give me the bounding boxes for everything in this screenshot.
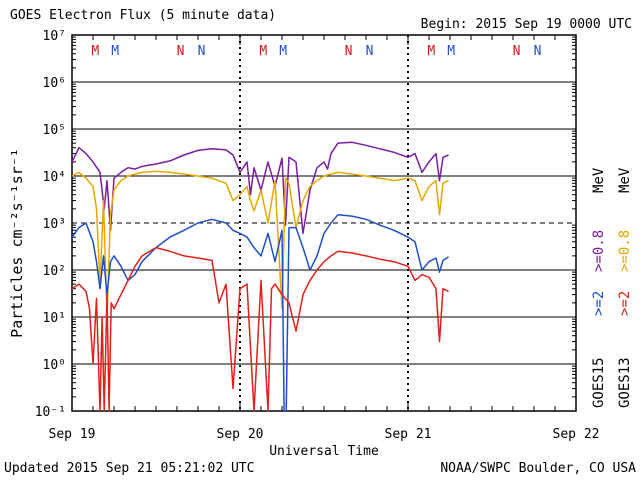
y-tick-label: 10⁰: [43, 358, 66, 373]
event-marker: M: [427, 44, 435, 59]
event-marker: M: [259, 44, 267, 59]
legend-goes13-mev: MeV: [617, 167, 633, 193]
x-tick-label: Sep 22: [553, 427, 600, 442]
x-tick-label: Sep 20: [217, 427, 264, 442]
legend-goes13-gt2: >=2: [617, 291, 633, 316]
series-line: [71, 213, 449, 412]
data-source: NOAA/SWPC Boulder, CO USA: [440, 461, 636, 476]
series-lines: [71, 141, 449, 412]
y-tick-label: 10³: [43, 217, 66, 232]
event-marker: M: [279, 44, 287, 59]
y-tick-label: 10⁻¹: [35, 405, 66, 420]
event-marker: N: [513, 44, 521, 59]
event-marker: N: [345, 44, 353, 59]
legend-goes15-mev: MeV: [591, 167, 607, 193]
chart-title: GOES Electron Flux (5 minute data): [10, 8, 277, 23]
x-tick-label: Sep 21: [385, 427, 432, 442]
legend-goes15: GOES15: [591, 357, 607, 408]
legend-goes13-gt08: >=0.8: [617, 230, 633, 272]
event-marker: N: [177, 44, 185, 59]
event-marker: N: [198, 44, 206, 59]
event-marker: N: [534, 44, 542, 59]
begin-time: Begin: 2015 Sep 19 0000 UTC: [420, 17, 632, 32]
y-tick-label: 10⁴: [43, 170, 66, 185]
y-tick-label: 10¹: [43, 311, 66, 326]
x-axis-label: Universal Time: [269, 444, 379, 459]
x-tick-label: Sep 19: [49, 427, 96, 442]
series-line: [71, 141, 449, 235]
x-ticks: [71, 35, 577, 411]
event-marker: N: [366, 44, 374, 59]
legend-goes15-gt2: >=2: [591, 291, 607, 316]
y-tick-label: 10⁷: [43, 29, 66, 44]
legend-goes13: GOES13: [617, 357, 633, 408]
updated-timestamp: Updated 2015 Sep 21 05:21:02 UTC: [4, 461, 255, 476]
event-marker: M: [91, 44, 99, 59]
y-tick-labels: 10⁻¹ 10⁰ 10¹ 10² 10³ 10⁴ 10⁵ 10⁶ 10⁷: [35, 29, 66, 420]
x-tick-labels: Sep 19 Sep 20 Sep 21 Sep 22: [49, 427, 600, 442]
y-tick-label: 10⁵: [43, 123, 66, 138]
y-tick-label: 10⁶: [43, 76, 66, 91]
series-line: [71, 246, 449, 412]
series-line: [71, 170, 449, 318]
y-tick-label: 10²: [43, 264, 66, 279]
event-marker: M: [447, 44, 455, 59]
legend-goes15-gt08: >=0.8: [591, 230, 607, 272]
event-marker: M: [111, 44, 119, 59]
y-axis-label: Particles cm⁻²s⁻¹sr⁻¹: [8, 148, 26, 338]
grid-lines: [72, 36, 576, 398]
